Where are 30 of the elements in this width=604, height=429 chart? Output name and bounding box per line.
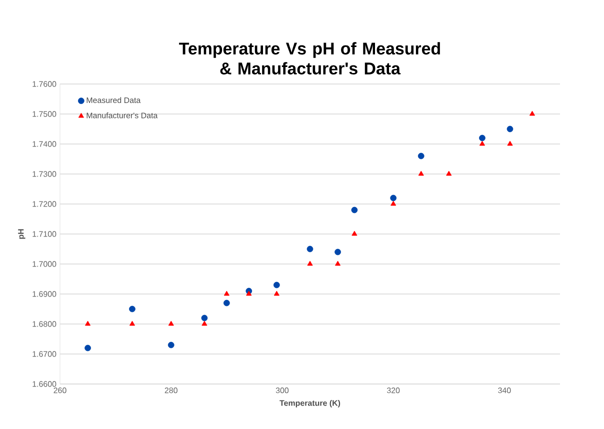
point xyxy=(529,110,536,116)
point xyxy=(202,320,208,326)
point xyxy=(201,314,208,322)
point xyxy=(306,246,314,252)
point xyxy=(334,248,341,256)
point xyxy=(84,320,91,326)
point xyxy=(334,260,341,266)
point xyxy=(418,170,424,176)
point xyxy=(223,300,230,306)
point xyxy=(479,140,486,146)
point xyxy=(129,320,136,326)
point xyxy=(274,290,280,296)
point xyxy=(390,194,397,202)
point xyxy=(307,260,313,266)
chart-title: Temperature Vs pH of Measured & Manufacturer's Data xyxy=(179,42,440,75)
point xyxy=(351,206,358,214)
point xyxy=(352,230,358,236)
point xyxy=(506,126,514,132)
point xyxy=(390,200,396,206)
point xyxy=(129,306,136,312)
point xyxy=(507,140,513,146)
point xyxy=(168,342,174,348)
point xyxy=(479,134,486,142)
point xyxy=(273,282,280,288)
point xyxy=(168,320,174,326)
point xyxy=(84,344,91,352)
point xyxy=(224,290,230,296)
point xyxy=(418,152,424,160)
point xyxy=(246,290,252,296)
point xyxy=(446,170,452,176)
